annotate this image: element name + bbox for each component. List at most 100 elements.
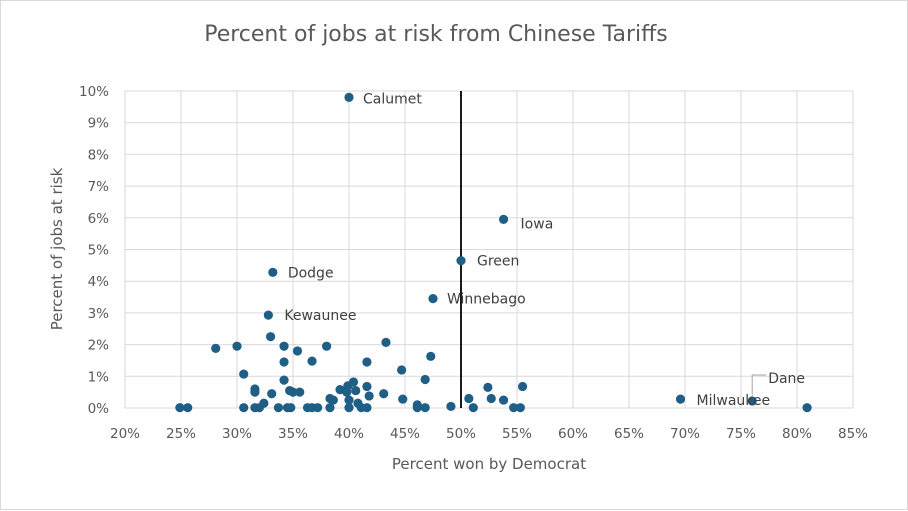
data-point (279, 357, 289, 367)
chart-title: Percent of jobs at risk from Chinese Tar… (204, 22, 668, 47)
data-point (239, 369, 249, 379)
x-tick-label: 50% (446, 426, 476, 442)
data-point (344, 395, 354, 405)
data-point (279, 375, 289, 385)
point-labels: Calumet Iowa Green Dodge Winnebago Kewaunee Mi… (284, 91, 805, 409)
x-tick-label: 80% (782, 426, 812, 442)
data-point (426, 351, 436, 361)
label-iowa: Iowa (521, 216, 554, 232)
data-point (313, 403, 323, 413)
data-point-dane (747, 396, 757, 406)
label-green: Green (477, 254, 519, 270)
data-point (232, 341, 242, 351)
x-tick-label: 75% (726, 426, 756, 442)
x-tick-label: 45% (390, 426, 420, 442)
x-tick-label: 85% (838, 426, 868, 442)
data-point-iowa (498, 214, 509, 224)
label-kewaunee: Kewaunee (284, 308, 356, 324)
data-point (498, 395, 509, 405)
data-point (379, 389, 389, 399)
data-point (292, 346, 303, 356)
y-tick-label: 2% (88, 338, 110, 354)
data-point (266, 332, 276, 342)
data-point (322, 341, 332, 351)
data-point (328, 395, 338, 405)
data-point (398, 394, 408, 404)
data-point (273, 403, 284, 413)
data-point (446, 401, 456, 412)
data-point (175, 403, 185, 413)
data-point (397, 365, 407, 375)
x-axis-ticks: 20% 25% 30% 35% 40% 45% 50% 55% 60% 65% 70% 75% 80% 8… (110, 426, 868, 442)
data-point-green (456, 255, 466, 266)
data-point (518, 381, 528, 392)
data-points (175, 92, 812, 413)
y-tick-label: 8% (88, 147, 110, 163)
x-tick-label: 40% (334, 426, 364, 442)
y-tick-label: 4% (88, 274, 110, 290)
label-dodge: Dodge (288, 265, 334, 281)
data-point-kewaunee (263, 310, 273, 320)
data-point (509, 403, 519, 413)
data-point (351, 385, 361, 396)
data-point (381, 337, 391, 347)
data-point-calumet (344, 92, 354, 102)
data-point-dodge (268, 267, 278, 277)
data-point (286, 403, 296, 413)
data-point (362, 357, 372, 367)
data-point (468, 403, 478, 413)
y-tick-label: 6% (88, 211, 110, 227)
x-axis-title: Percent won by Democrat (392, 455, 586, 473)
data-point (362, 403, 372, 413)
data-point (802, 403, 812, 413)
data-point (362, 381, 372, 392)
data-point-milwaukee (675, 394, 686, 404)
data-point (364, 391, 374, 401)
data-point (420, 403, 430, 413)
data-point (250, 387, 260, 397)
y-axis-title: Percent of jobs at risk (48, 167, 66, 330)
data-point (420, 374, 430, 385)
data-point (279, 341, 289, 351)
x-tick-label: 70% (670, 426, 700, 442)
data-point-winnebago (428, 294, 438, 304)
x-tick-label: 60% (558, 426, 588, 442)
data-point (483, 382, 493, 392)
data-point (307, 356, 317, 366)
data-point (515, 403, 525, 413)
x-tick-label: 35% (278, 426, 308, 442)
label-milwaukee: Milwaukee (697, 393, 771, 409)
data-point (239, 403, 249, 413)
data-point (295, 387, 305, 397)
y-tick-label: 3% (88, 306, 110, 322)
y-tick-label: 5% (88, 243, 110, 259)
data-point (267, 389, 277, 399)
label-dane: Dane (768, 371, 805, 387)
y-tick-label: 9% (88, 116, 110, 132)
data-point (288, 387, 298, 397)
y-axis-ticks: 0% 1% 2% 3% 4% 5% 6% 7% 8% 9% 10% (79, 84, 109, 417)
data-point (211, 343, 221, 354)
y-tick-label: 10% (79, 84, 109, 100)
label-calumet: Calumet (363, 91, 422, 107)
x-tick-label: 30% (222, 426, 252, 442)
x-tick-label: 55% (502, 426, 532, 442)
x-tick-label: 65% (614, 426, 644, 442)
data-point (325, 403, 335, 413)
data-point (344, 403, 354, 413)
leader-line-dane (751, 374, 767, 398)
y-tick-label: 7% (88, 179, 110, 195)
data-point (183, 403, 193, 413)
x-tick-label: 20% (110, 426, 140, 442)
data-point (259, 398, 269, 408)
x-tick-label: 25% (166, 426, 196, 442)
y-tick-label: 1% (88, 369, 110, 385)
data-point (464, 393, 474, 404)
y-tick-label: 0% (88, 401, 110, 417)
data-point (412, 403, 422, 413)
gridlines (124, 90, 854, 409)
data-point (348, 377, 359, 387)
data-point (486, 393, 496, 404)
